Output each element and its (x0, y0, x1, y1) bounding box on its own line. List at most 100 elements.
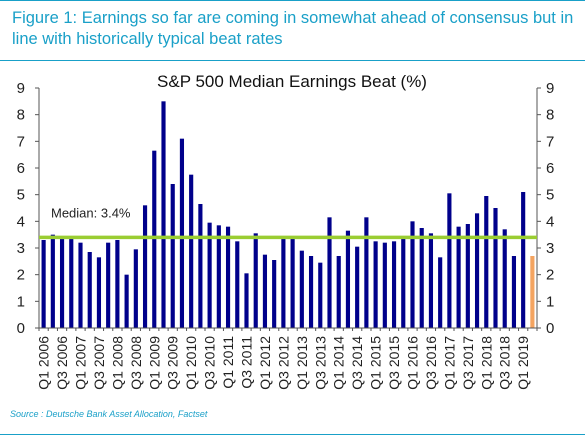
x-tick-label-q3-2009: Q3 2009 (165, 336, 181, 390)
bar-q1-2011 (225, 226, 231, 328)
bar-q3-2018 (502, 229, 507, 328)
y-tick-label-right: 3 (546, 240, 554, 257)
bar-q4-2015 (401, 237, 406, 328)
bar-q2-2016 (419, 228, 424, 328)
bar-q4-2014 (364, 217, 369, 328)
y-tick-label-left: 8 (17, 107, 25, 124)
y-tick-label-right: 4 (546, 213, 554, 230)
bar-q1-2015 (373, 241, 378, 328)
bar-q2-2017 (456, 226, 461, 328)
x-tick-label-q1-2010: Q1 2010 (183, 336, 199, 390)
bar-q1-2008 (115, 240, 120, 328)
bar-q3-2009 (170, 184, 175, 328)
x-tick-label-q3-2016: Q3 2016 (423, 336, 439, 390)
y-tick-label-right: 2 (546, 267, 554, 284)
bar-q3-2006 (59, 236, 65, 328)
bar-q4-2018 (511, 256, 517, 328)
bar-q2-2006 (50, 234, 55, 328)
bar-chart: S&P 500 Median Earnings Beat (%) 0 1 2 3 4 5 6… (17, 72, 555, 390)
bar-q1-2013 (299, 250, 304, 328)
bar-q3-2007 (96, 257, 102, 328)
bar-q3-2010 (207, 222, 212, 328)
y-tick-label-left: 4 (17, 213, 25, 230)
y-tick-label-left: 7 (17, 133, 25, 150)
bar-q3-2012 (281, 236, 286, 328)
chart-title: S&P 500 Median Earnings Beat (%) (157, 72, 427, 91)
bar-q3-2008 (133, 249, 138, 328)
bar-q2-2012 (272, 260, 277, 328)
median-label: Median: 3.4% (51, 205, 131, 220)
bar-q4-2013 (327, 217, 332, 328)
bar-q1-2014 (336, 256, 341, 328)
y-tick-label-right: 1 (546, 293, 554, 310)
x-tick-label-q3-2011: Q3 2011 (239, 336, 255, 389)
y-axis-right: 0 1 2 3 4 5 6 7 8 9 (536, 80, 554, 337)
bar-q2-2009 (161, 101, 166, 328)
bar-q3-2014 (355, 246, 360, 328)
bar-q2-2019 (530, 256, 535, 328)
bar-q2-2018 (493, 208, 498, 328)
bar-q3-2011 (244, 273, 249, 328)
x-tick-label-q3-2008: Q3 2008 (128, 336, 144, 390)
y-tick-label-left: 3 (17, 240, 25, 257)
bar-q2-2008 (124, 274, 129, 328)
y-tick-label-right: 7 (546, 133, 554, 150)
x-tick-label-q1-2019: Q1 2019 (515, 336, 531, 390)
caption-divider (0, 60, 585, 61)
x-tick-label-q1-2007: Q1 2007 (73, 336, 89, 390)
bar-q2-2007 (87, 252, 92, 328)
bar-q2-2014 (345, 230, 351, 328)
bar-q1-2019 (521, 192, 526, 328)
bar-q1-2010 (189, 174, 194, 328)
x-tick-label-q3-2006: Q3 2006 (54, 336, 70, 390)
y-tick-label-left: 0 (17, 320, 25, 337)
x-tick-label-q1-2009: Q1 2009 (146, 336, 162, 390)
bar-q3-2017 (465, 224, 470, 328)
y-tick-label-left: 6 (17, 160, 25, 177)
x-tick-label-q1-2016: Q1 2016 (405, 336, 421, 390)
x-tick-label-q3-2017: Q3 2017 (460, 336, 476, 390)
x-tick-label-q3-2014: Q3 2014 (349, 336, 365, 390)
bar-q4-2006 (69, 237, 74, 328)
x-tick-label-q1-2013: Q1 2013 (294, 336, 310, 390)
bar-q4-2009 (179, 138, 185, 328)
bar-q2-2013 (308, 256, 314, 328)
x-tick-label-q3-2007: Q3 2007 (91, 336, 107, 390)
bar-q4-2007 (106, 242, 111, 328)
footer-divider (0, 434, 585, 435)
x-tick-label-q1-2017: Q1 2017 (441, 336, 457, 390)
x-tick-label-q3-2013: Q3 2013 (312, 336, 328, 390)
x-tick-label-q3-2015: Q3 2015 (386, 336, 402, 390)
y-tick-label-left: 1 (17, 293, 25, 310)
x-tick-label-q1-2011: Q1 2011 (220, 336, 236, 389)
y-tick-label-right: 0 (546, 320, 554, 337)
bar-q1-2007 (78, 242, 83, 328)
bar-q4-2008 (142, 205, 148, 328)
x-tick-label-q1-2018: Q1 2018 (478, 336, 494, 390)
bar-q4-2017 (474, 213, 480, 328)
y-axis-left: 0 1 2 3 4 5 6 7 8 9 (17, 80, 40, 337)
y-tick-label-left: 5 (17, 187, 25, 204)
bar-q2-2010 (198, 204, 203, 328)
bar-q1-2006 (41, 240, 46, 328)
bar-q1-2016 (410, 221, 415, 328)
bar-q1-2017 (447, 193, 452, 328)
bar-q1-2018 (484, 196, 489, 328)
bar-q1-2012 (262, 254, 268, 328)
x-tick-label-q1-2006: Q1 2006 (36, 336, 52, 390)
bar-series (41, 101, 535, 328)
x-axis: Q1 2006 Q3 2006 Q1 2007 Q3 2007 Q1 2008 Q3 20… (36, 327, 538, 390)
figure-caption: Figure 1: Earnings so far are coming in … (0, 0, 585, 60)
y-tick-label-left: 2 (17, 267, 25, 284)
median-group: Median: 3.4% (39, 205, 537, 240)
x-tick-label-q3-2018: Q3 2018 (497, 336, 513, 390)
bar-q2-2015 (382, 242, 387, 328)
x-tick-label-q1-2014: Q1 2014 (331, 336, 347, 390)
source-note: Source : Deutsche Bank Asset Allocation,… (10, 409, 208, 419)
bar-q3-2013 (318, 262, 323, 328)
x-tick-label-q1-2015: Q1 2015 (368, 336, 384, 390)
y-tick-label-right: 8 (546, 107, 554, 124)
y-tick-label-right: 5 (546, 187, 554, 204)
bar-q4-2010 (216, 225, 221, 328)
bar-q4-2012 (290, 236, 295, 328)
